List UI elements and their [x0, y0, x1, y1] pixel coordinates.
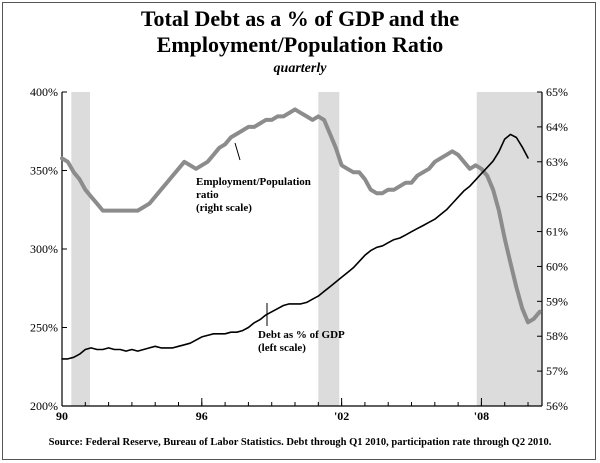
x-tick-label: '08: [474, 409, 489, 423]
right-tick-label: 60%: [546, 259, 568, 273]
employment-annotation-line: (right scale): [196, 202, 252, 214]
employment-annotation-line: ratio: [196, 189, 219, 201]
right-tick-label: 57%: [546, 364, 568, 378]
right-tick-label: 64%: [546, 120, 568, 134]
chart-title-line-2: Employment/Population Ratio: [156, 32, 444, 57]
right-tick-label: 61%: [546, 225, 568, 239]
left-tick-label: 350%: [30, 164, 58, 178]
debt-annotation-line: (left scale): [258, 342, 306, 354]
debt-annotation-line: Debt as % of GDP: [258, 329, 345, 341]
right-tick-label: 59%: [546, 294, 568, 308]
recession-band-2: [318, 92, 340, 406]
right-tick-label: 58%: [546, 329, 568, 343]
right-tick-label: 65%: [546, 85, 568, 99]
employment-annotation-line: Employment/Population: [196, 176, 311, 188]
left-tick-label: 400%: [30, 85, 58, 99]
x-tick-label: '02: [334, 409, 349, 423]
left-tick-label: 300%: [30, 242, 58, 256]
chart-subtitle: quarterly: [273, 61, 327, 76]
left-tick-label: 200%: [30, 399, 58, 413]
x-tick-label: 96: [196, 409, 208, 423]
x-tick-label: 90: [56, 409, 68, 423]
recession-band-3: [476, 92, 542, 406]
source-note: Source: Federal Reserve, Bureau of Labor…: [48, 437, 552, 448]
recession-band-1: [71, 92, 90, 406]
right-tick-label: 62%: [546, 190, 568, 204]
debt-gdp-line: [61, 133, 529, 360]
right-tick-label: 56%: [546, 399, 568, 413]
employment-population-line: [60, 107, 542, 325]
chart-title-line-1: Total Debt as a % of GDP and the: [140, 6, 460, 31]
employment-annotation-pointer: [234, 142, 241, 161]
right-tick-label: 63%: [546, 155, 568, 169]
left-tick-label: 250%: [30, 321, 58, 335]
